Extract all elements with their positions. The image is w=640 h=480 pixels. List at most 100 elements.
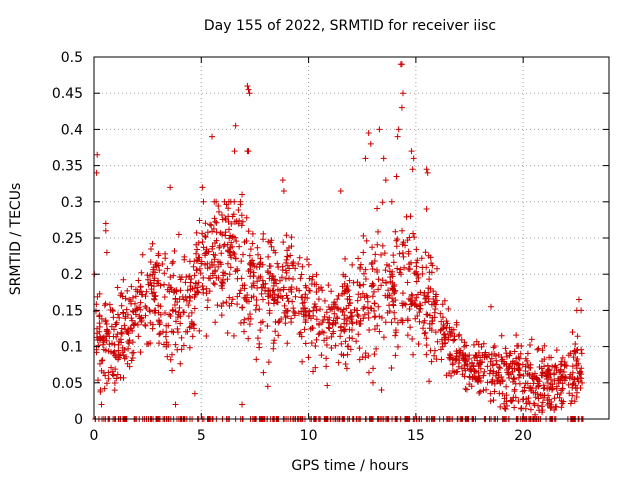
data-point [315,331,322,338]
data-point [359,354,366,361]
data-point [219,231,226,238]
data-point [142,303,149,310]
data-point [227,264,234,271]
data-point [244,292,251,299]
data-point [106,301,113,308]
data-point [256,306,263,313]
data-point [114,371,121,378]
data-point [340,326,347,333]
data-point [571,347,578,354]
data-point [506,375,513,382]
data-point [102,317,109,324]
data-point [509,378,516,385]
data-point [516,364,523,371]
data-point [337,323,344,330]
data-point [241,328,248,335]
data-point [455,363,462,370]
data-point [361,303,368,310]
data-point [155,277,162,284]
data-point [165,322,172,329]
data-point [347,313,354,320]
data-point [254,335,261,342]
data-point [400,253,407,260]
data-point [238,258,245,265]
data-point [110,333,117,340]
data-point [255,251,261,258]
data-point [539,347,546,354]
data-point [392,332,399,339]
data-point [189,333,196,340]
data-point [234,301,241,308]
data-point [545,380,552,387]
data-point [208,222,215,229]
data-point [397,266,404,273]
data-point [414,303,421,310]
data-point [498,374,505,381]
data-point [503,392,510,399]
data-point [218,250,225,257]
data-point [110,326,117,333]
data-point [383,279,390,286]
data-point [534,402,541,409]
data-point [536,363,543,370]
data-point [535,383,542,390]
data-point [183,297,190,304]
data-point [405,250,412,257]
data-point [428,358,435,365]
data-point [460,356,467,363]
data-point [210,280,217,287]
data-point [374,205,381,212]
data-point [143,288,150,295]
y-tick-label: 0.2 [61,267,83,283]
data-point [115,347,122,354]
data-point [498,332,505,339]
data-point [167,274,174,281]
data-point [543,373,550,380]
data-point [256,340,263,347]
data-point [244,298,251,305]
data-point [247,246,254,253]
data-point [204,304,211,311]
data-point [136,289,143,296]
data-point [522,405,529,412]
data-point [510,394,517,401]
data-point [231,251,238,258]
data-point [96,360,103,367]
data-point [513,355,520,362]
data-point [395,126,402,133]
data-point [422,249,429,256]
data-point [109,340,116,347]
data-point [441,297,448,304]
data-point [128,357,135,364]
data-point [313,336,320,343]
data-point [203,285,210,292]
data-point [328,305,335,312]
data-point [393,237,400,244]
x-tick-label: 5 [197,428,206,444]
data-point [344,314,351,321]
data-point [398,61,405,68]
data-point [246,260,253,267]
data-point [249,240,256,247]
data-point [342,361,349,368]
data-point [323,309,330,316]
data-point [578,346,585,353]
data-point [520,395,527,402]
data-point [114,311,121,318]
data-point [253,302,260,309]
data-point [218,212,225,219]
data-point [305,354,312,361]
data-point [302,282,309,289]
data-point [193,229,200,236]
data-point [517,350,524,357]
data-point [129,349,136,356]
data-point [162,255,169,262]
data-point [175,309,182,316]
data-point [332,342,339,349]
data-point [373,345,380,352]
data-point [487,390,494,397]
data-point [342,288,349,295]
data-point [487,367,494,374]
y-tick-label: 0.15 [52,303,83,319]
data-point [480,340,487,347]
